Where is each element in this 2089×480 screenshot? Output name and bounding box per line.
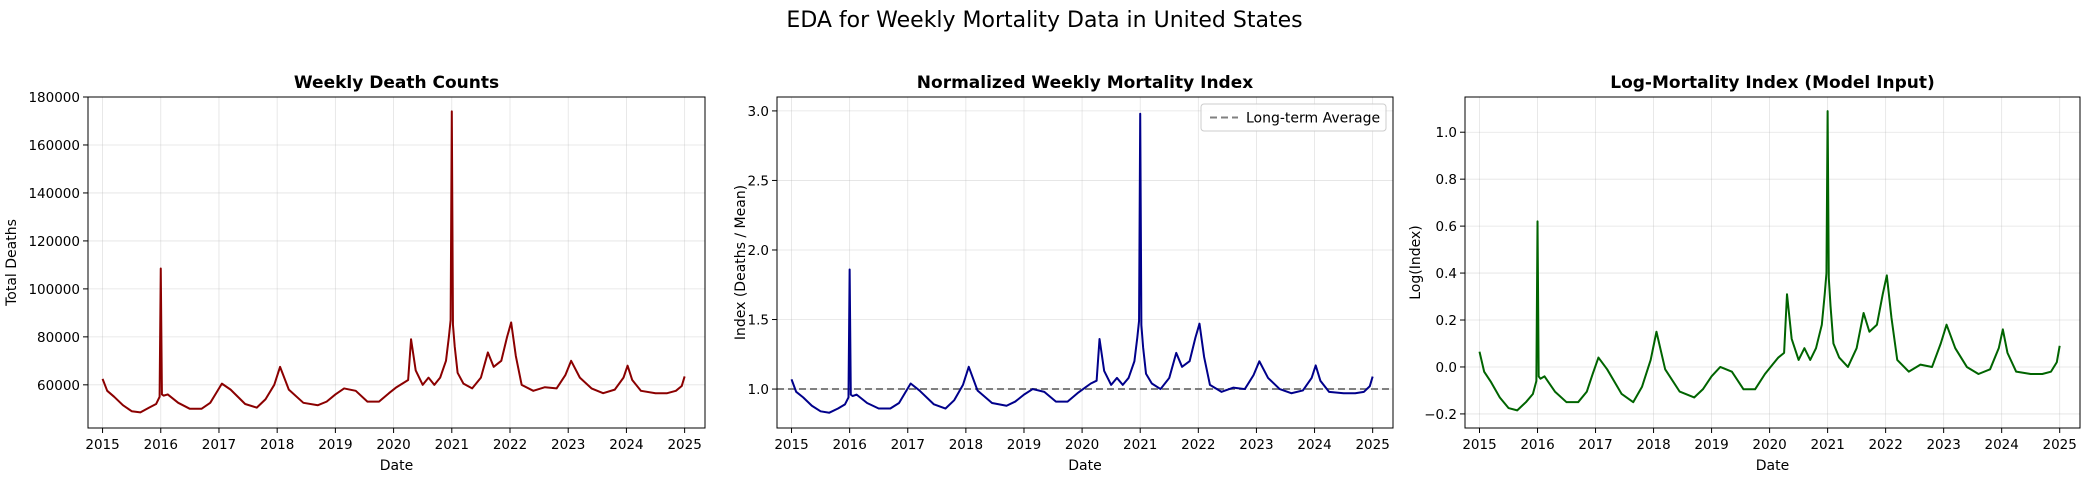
x-tick-label: 2015 (1462, 437, 1496, 453)
x-tick-label: 2016 (832, 437, 866, 453)
x-tick-label: 2019 (1694, 437, 1728, 453)
x-tick-label: 2018 (260, 437, 294, 453)
y-tick-label: 80000 (37, 330, 80, 346)
chart-panel-2: 2015 2016 2017 2018 2019 2020 2021 2022 2023 2024… (733, 73, 1394, 474)
legend: Long-term Average (1200, 103, 1387, 132)
series-line (790, 112, 1374, 414)
y-tick-label: 100000 (28, 282, 80, 298)
y-tick-label: 180000 (28, 90, 80, 106)
x-axis-label: Date (1756, 458, 1789, 474)
x-tick-label: 2022 (493, 437, 527, 453)
x-tick-label: 2023 (1926, 437, 1960, 453)
y-tick-label: 0.4 (1436, 266, 1457, 282)
x-tick-label: 2015 (85, 437, 119, 453)
x-tick-label: 2020 (1065, 437, 1099, 453)
x-tick-label: 2022 (1868, 437, 1902, 453)
y-tick-label: 0.6 (1436, 219, 1457, 235)
y-axis-label: Index (Deaths / Mean) (733, 185, 749, 340)
x-tick-label: 2025 (1355, 437, 1389, 453)
y-tick-label: 60000 (37, 378, 80, 394)
y-tick-label: 0.0 (1436, 360, 1457, 376)
x-tick-label: 2023 (1239, 437, 1273, 453)
x-tick-label: 2016 (1520, 437, 1554, 453)
x-tick-label: 2022 (1181, 437, 1215, 453)
y-tick-label: 2.5 (748, 173, 769, 189)
x-axis-label: Date (380, 458, 413, 474)
x-tick-label: 2024 (1984, 437, 2018, 453)
x-tick-label: 2017 (202, 437, 236, 453)
x-tick-label: 2016 (144, 437, 178, 453)
axes-frame (87, 96, 706, 429)
y-tick-label: 160000 (28, 138, 80, 154)
chart-title: Normalized Weekly Mortality Index (917, 73, 1253, 93)
x-tick-label: 2020 (1752, 437, 1786, 453)
x-tick-label: 2019 (1007, 437, 1041, 453)
x-tick-label: 2021 (1810, 437, 1844, 453)
y-tick-label: 1.5 (748, 313, 769, 329)
x-tick-label: 2025 (667, 437, 701, 453)
axes-frame (1464, 96, 2081, 429)
y-tick-label: 2.0 (748, 243, 769, 259)
legend-box (1200, 103, 1387, 132)
y-tick-label: 0.8 (1436, 172, 1457, 188)
x-tick-label: 2017 (1578, 437, 1612, 453)
y-tick-label: 120000 (28, 234, 80, 250)
x-tick-label: 2025 (2043, 437, 2077, 453)
x-tick-label: 2020 (376, 437, 410, 453)
y-tick-label: −0.2 (1424, 407, 1457, 423)
y-axis-label: Log(Index) (1408, 225, 1424, 299)
y-tick-label: 0.2 (1436, 313, 1457, 329)
x-tick-label: 2018 (1636, 437, 1670, 453)
series-line (1478, 110, 2061, 412)
axes-frame (776, 96, 1394, 429)
legend-label: Long-term Average (1246, 111, 1380, 127)
y-tick-label: 1.0 (1436, 125, 1457, 141)
x-tick-label: 2023 (551, 437, 585, 453)
chart-title: Log-Mortality Index (Model Input) (1610, 73, 1935, 93)
x-tick-label: 2018 (949, 437, 983, 453)
x-tick-label: 2024 (609, 437, 643, 453)
y-axis-label: Total Deaths (4, 219, 20, 307)
series-line (101, 110, 686, 414)
y-tick-label: 1.0 (748, 382, 769, 398)
chart-panel-3: 2015 2016 2017 2018 2019 2020 2021 2022 2023 2024… (1408, 73, 2081, 474)
x-tick-label: 2015 (774, 437, 808, 453)
x-tick-label: 2019 (318, 437, 352, 453)
x-tick-label: 2024 (1297, 437, 1331, 453)
figure-suptitle: EDA for Weekly Mortality Data in United … (786, 8, 1302, 33)
chart-panel-1: 2015 2016 2017 2018 2019 2020 2021 2022 2023 2024… (4, 73, 706, 474)
chart-title: Weekly Death Counts (294, 73, 499, 93)
x-tick-label: 2017 (891, 437, 925, 453)
x-axis-label: Date (1068, 458, 1101, 474)
x-tick-label: 2021 (1123, 437, 1157, 453)
x-tick-label: 2021 (435, 437, 469, 453)
y-tick-label: 3.0 (748, 104, 769, 120)
y-tick-label: 140000 (28, 186, 80, 202)
